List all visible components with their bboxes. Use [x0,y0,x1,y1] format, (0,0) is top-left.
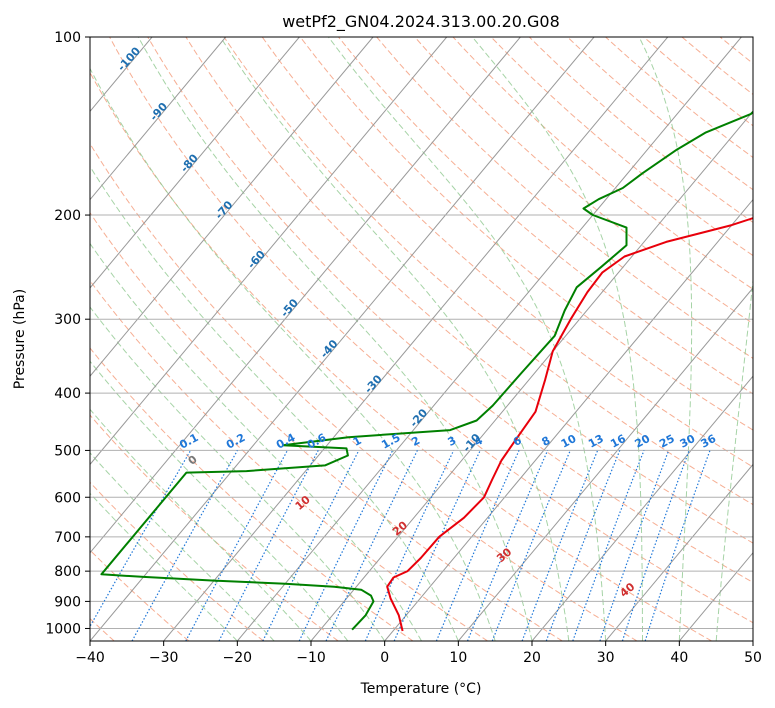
mixing-ratio-label: 10 [559,432,579,451]
mixing-ratio-line [599,450,670,641]
isotherm-line [605,463,753,641]
mixing-ratio-line [131,450,238,641]
mixing-ratio-label: 20 [633,432,653,451]
dry-adiabat [261,37,753,468]
dewpoint-line [100,110,753,631]
isotherm-line [90,37,300,289]
mixing-ratio-line [521,450,599,641]
y-tick-label: 600 [54,490,81,506]
chart-title: wetPf2_GN04.2024.313.00.20.G08 [282,12,560,32]
dry-adiabat [147,37,753,583]
mixing-ratio-line [644,450,711,641]
y-tick-label: 800 [54,564,81,580]
y-tick-label: 700 [54,530,81,546]
y-tick-label: 500 [54,443,81,459]
mixing-ratio-line [545,450,621,641]
mixing-ratio-label: 36 [698,432,718,451]
dry-adiabat [90,142,638,641]
x-tick-label: 20 [523,650,541,666]
isotherm-line [236,37,742,641]
moist-adiabat [472,37,643,641]
mixing-ratio-label: 30 [678,432,698,451]
x-tick-label: 10 [449,650,467,666]
isotherm-line [90,37,521,554]
y-tick-label: 100 [54,30,81,46]
mixing-ratio-line [218,450,319,641]
mixing-ratio-line [572,450,645,641]
y-tick-label: 200 [54,208,81,224]
mixing-ratio-line [364,450,455,641]
dry-adiabat [90,279,488,641]
mixing-ratio-line [185,450,288,641]
x-tick-label: 30 [597,650,615,666]
mixing-ratio-line [621,450,690,641]
mixing-ratio-line [435,450,520,641]
dry-adiabat [90,481,264,641]
isotherm-line [90,37,227,201]
mixing-ratio-label: 13 [586,432,606,451]
isotherm-line [384,198,753,641]
moist-adiabat [137,37,533,641]
mixing-ratio-line [393,450,481,641]
mixing-ratio-line [262,450,360,641]
moist-adiabat [90,492,238,641]
moist-adiabat [90,165,459,641]
moist-adiabat [328,37,607,641]
plot-frame [89,36,754,642]
x-tick-label: −20 [223,650,253,666]
mixing-ratio-line [491,450,571,641]
isotherm-line [163,37,669,641]
dry-adiabat [109,37,753,624]
profile-lines [100,110,753,632]
dry-adiabat [414,37,753,325]
dry-adiabat [90,549,190,641]
x-tick-label: 50 [744,650,762,666]
mixing-ratio-label: 16 [608,432,628,451]
y-tick-label: 300 [54,312,81,328]
isotherm-line [457,287,753,641]
moist-adiabat [90,67,496,641]
moist-adiabat [90,242,422,641]
x-tick-label: −10 [296,650,326,666]
x-tick-label: −30 [149,650,179,666]
temperature-line [386,217,753,632]
axis-ticks: −40 −30 −20 −10 0 10 20 30 40 50 100 200 300 400 500 60… [45,30,762,666]
y-tick-label: 900 [54,594,81,610]
y-tick-label: 1000 [45,621,81,637]
dry-adiabat [223,37,753,506]
x-axis-title: Temperature (°C) [360,681,482,697]
moist-adiabat [90,452,275,641]
background-lines [90,37,753,641]
dry-adiabat [185,37,753,544]
y-tick-label: 400 [54,386,81,402]
isotherm-line [90,37,595,641]
isotherm-line [90,37,374,377]
y-axis-title: Pressure (hPa) [12,289,28,389]
moist-adiabat [638,37,693,641]
dry-adiabat [376,37,753,359]
mixing-ratio-line [466,450,549,641]
moist-adiabat [219,37,570,641]
mixing-ratio-label: 25 [657,432,677,451]
dry-adiabat [338,37,753,395]
x-tick-label: −40 [75,650,105,666]
mixing-ratio-line [325,450,418,641]
isotherm-line [310,110,753,641]
dry-adiabat [90,71,712,641]
dry-adiabat [452,37,753,290]
isotherm-line [90,37,448,466]
x-tick-label: 0 [380,650,389,666]
dry-adiabat [90,211,563,641]
x-tick-label: 40 [670,650,688,666]
isotherm-line [531,375,753,641]
moist-adiabat [90,360,349,641]
